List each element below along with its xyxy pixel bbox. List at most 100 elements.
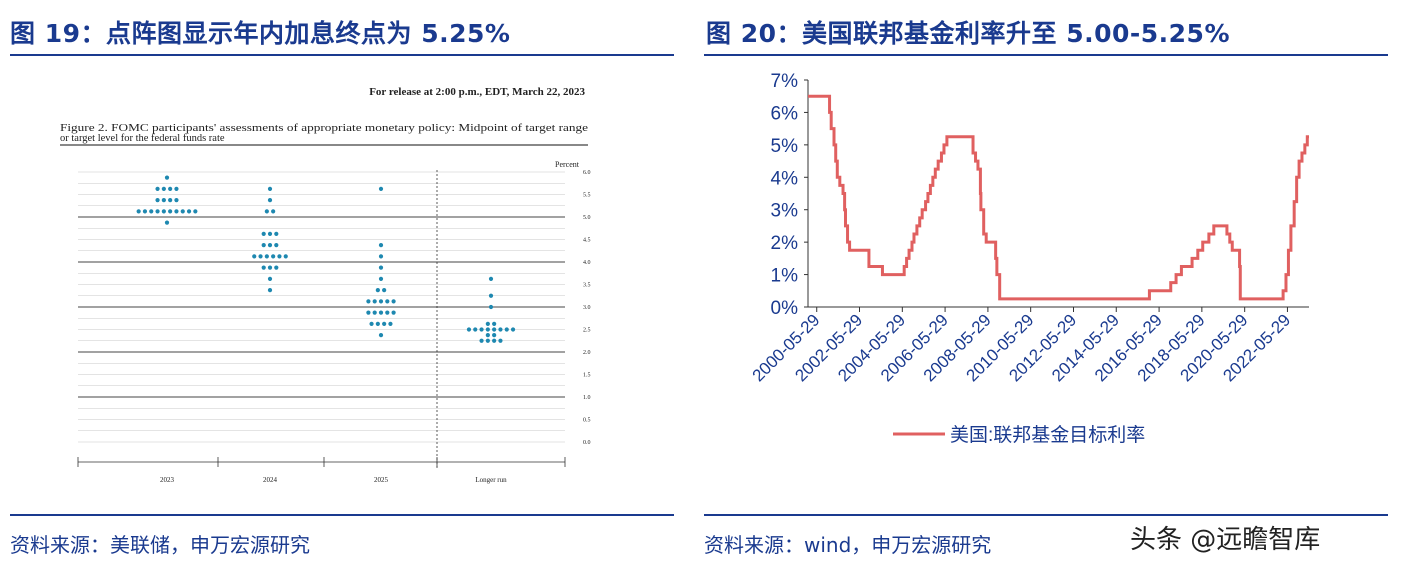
y-tick-label: 1.5 xyxy=(583,373,591,379)
dot xyxy=(375,321,380,326)
dot xyxy=(136,209,141,214)
dot xyxy=(274,231,279,236)
dot xyxy=(391,310,396,315)
y-tick-label: 1.0 xyxy=(583,395,591,401)
right-figure-panel: 图 20：美国联邦基金利率升至 5.00-5.25% 0% 1% 2% 3% 4% 5% 6… xyxy=(700,0,1406,574)
dot xyxy=(155,186,160,191)
dot xyxy=(264,254,269,259)
dot xyxy=(168,186,173,191)
dot xyxy=(378,186,384,191)
y-tick-label: 4.0 xyxy=(583,260,591,266)
dot xyxy=(267,231,273,236)
right-source-note: 资料来源：wind，申万宏源研究 xyxy=(704,533,992,557)
y-tick-label: 0% xyxy=(771,298,799,319)
dot-plot-y-ticks: 6.0 5.5 5.0 4.5 4.0 3.5 3.0 2.5 2.0 1.5 1.0 0.5 0.0 xyxy=(583,170,591,446)
dot xyxy=(161,186,166,191)
dot xyxy=(180,209,185,214)
dot xyxy=(492,321,497,326)
dot xyxy=(267,288,273,293)
dot xyxy=(168,209,173,214)
dot xyxy=(267,276,273,281)
line-chart-x-ticks: 2000-05-292002-05-292004-05-292006-05-29… xyxy=(749,307,1294,385)
dot xyxy=(492,338,497,343)
dot xyxy=(271,254,276,259)
dot xyxy=(174,198,179,203)
dot xyxy=(488,293,494,298)
dot xyxy=(149,209,154,214)
dot xyxy=(283,254,288,259)
dot xyxy=(186,209,192,214)
dot xyxy=(274,243,279,248)
dot xyxy=(252,254,257,259)
x-category-label: 2025 xyxy=(374,476,389,484)
y-tick-label: 0.5 xyxy=(583,418,591,424)
right-figure-title: 图 20：美国联邦基金利率升至 5.00-5.25% xyxy=(706,19,1230,48)
dot xyxy=(378,276,384,281)
x-category-label: Longer run xyxy=(475,476,507,484)
dot xyxy=(274,265,279,270)
dot-plot-x-labels: 2023 2024 2025 Longer run xyxy=(160,476,507,484)
dot xyxy=(372,310,377,315)
dot xyxy=(261,243,266,248)
dot xyxy=(391,299,396,304)
dot xyxy=(155,198,160,203)
dot xyxy=(369,321,374,326)
left-source-note: 资料来源：美联储，申万宏源研究 xyxy=(10,533,310,557)
dot-plot-caption-line-1: Figure 2. FOMC participants' assessments… xyxy=(60,123,588,134)
dot xyxy=(378,333,384,338)
y-tick-label: 5.0 xyxy=(583,215,591,221)
y-tick-label: 4% xyxy=(771,168,799,189)
dot xyxy=(498,327,503,332)
y-tick-label: 5.5 xyxy=(583,193,591,199)
dot xyxy=(485,333,490,338)
dot xyxy=(485,327,490,332)
left-source-rule xyxy=(10,514,674,516)
dot xyxy=(466,327,472,332)
release-line: For release at 2:00 p.m., EDT, March 22,… xyxy=(369,86,585,98)
dot xyxy=(164,220,170,225)
dot xyxy=(258,254,263,259)
watermark: 头条 @远瞻智库 xyxy=(1130,525,1321,555)
dot xyxy=(378,265,384,270)
dot xyxy=(174,209,179,214)
line-chart-y-ticks: 0% 1% 2% 3% 4% 5% 6% 7% xyxy=(771,71,808,319)
dot xyxy=(142,209,148,214)
left-figure-title: 图 19：点阵图显示年内加息终点为 5.25% xyxy=(10,19,511,48)
left-figure-panel: 图 19：点阵图显示年内加息终点为 5.25% For release at 2… xyxy=(0,0,678,574)
dot xyxy=(164,175,170,180)
series-line xyxy=(808,94,1309,301)
dot xyxy=(492,333,497,338)
dot xyxy=(372,299,377,304)
dot xyxy=(479,338,484,343)
dot xyxy=(264,209,269,214)
dot-plot-caption-line-2: or target level for the federal funds ra… xyxy=(60,133,225,144)
dot xyxy=(382,321,387,326)
dot xyxy=(267,186,273,191)
line-chart-series xyxy=(808,94,1309,301)
dot xyxy=(261,231,266,236)
fed-funds-line-chart: 0% 1% 2% 3% 4% 5% 6% 7% 2000-05-292002-05-29200… xyxy=(749,71,1309,446)
dot xyxy=(510,327,516,332)
right-title-rule xyxy=(704,54,1388,56)
legend-label: 美国:联邦基金目标利率 xyxy=(950,424,1145,446)
dot xyxy=(161,198,166,203)
dot xyxy=(485,321,490,326)
y-tick-label: 6% xyxy=(771,103,799,124)
dot xyxy=(261,265,266,270)
dot xyxy=(375,288,380,293)
y-tick-label: 3% xyxy=(771,201,799,222)
x-category-label: 2023 xyxy=(160,476,175,484)
dot xyxy=(378,299,384,304)
dot xyxy=(473,327,478,332)
dot xyxy=(388,321,393,326)
dot xyxy=(492,327,497,332)
y-tick-label: 1% xyxy=(771,266,799,287)
dot xyxy=(485,338,490,343)
dot xyxy=(267,198,273,203)
dot-plot-chart: For release at 2:00 p.m., EDT, March 22,… xyxy=(60,86,591,484)
dot xyxy=(488,304,494,310)
dot xyxy=(488,276,494,281)
y-tick-label: 2.0 xyxy=(583,350,591,356)
y-tick-label: 6.0 xyxy=(583,170,591,176)
dot xyxy=(267,265,273,270)
